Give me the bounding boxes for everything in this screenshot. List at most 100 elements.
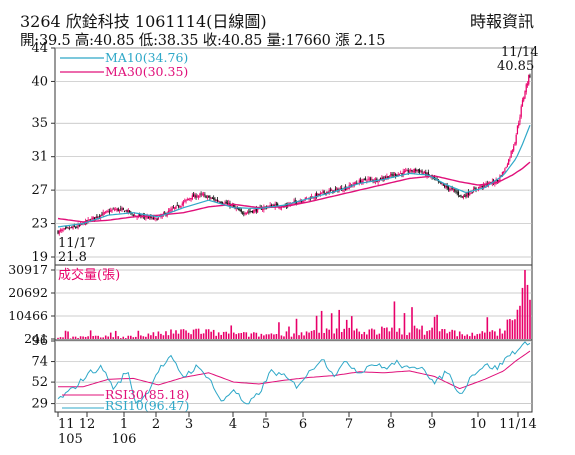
price-tick-label: 40: [31, 74, 48, 89]
candle-body: [74, 227, 77, 229]
candle-body: [397, 174, 399, 177]
candle-body: [457, 191, 460, 195]
volume-bar: [391, 327, 393, 339]
low-date-label: 11/17: [58, 236, 95, 251]
volume-bar: [358, 331, 361, 339]
candle-body: [120, 208, 122, 210]
candle-body: [515, 134, 517, 144]
volume-bar: [145, 336, 147, 339]
candle-body: [91, 218, 93, 222]
candle-body: [446, 184, 448, 188]
ma30-line: [57, 161, 531, 223]
volume-bar: [403, 313, 406, 339]
volume-bar: [62, 337, 64, 339]
candle-body: [221, 202, 224, 204]
candle-body: [59, 230, 62, 232]
volume-bar: [132, 337, 135, 339]
candle-body: [342, 190, 344, 192]
source-label: 時報資訊: [470, 12, 535, 31]
candle-body: [331, 189, 333, 191]
volume-bar: [69, 338, 72, 339]
volume-bar: [94, 335, 97, 339]
candle-body: [210, 198, 212, 200]
candle-body: [300, 201, 303, 202]
volume-bar: [102, 337, 104, 339]
candle-body: [481, 186, 483, 188]
x-month-label: 3: [185, 417, 193, 432]
candle-body: [442, 184, 444, 186]
volume-bar: [381, 326, 383, 339]
candle-body: [254, 209, 256, 211]
volume-bar: [165, 331, 167, 339]
candle-body: [425, 171, 427, 176]
candle-body: [243, 213, 245, 215]
volume-bar: [303, 335, 305, 339]
volume-bar: [521, 287, 524, 339]
candle-body: [465, 194, 467, 197]
volume-bar: [418, 329, 421, 339]
candle-body: [326, 191, 328, 195]
candle-body: [220, 202, 222, 204]
candle-body: [516, 125, 519, 135]
volume-bar: [461, 334, 464, 339]
candle-body: [277, 203, 279, 207]
volume-bar: [177, 333, 180, 339]
candle-body: [68, 227, 70, 229]
x-month-label: 6: [299, 417, 307, 432]
candle-body: [137, 215, 139, 217]
candle-body: [186, 199, 188, 200]
candle-body: [87, 219, 89, 221]
volume-bar: [182, 329, 185, 339]
candle-body: [455, 190, 457, 192]
candle-body: [132, 214, 134, 216]
candle-body: [224, 202, 226, 204]
candle-body: [270, 205, 273, 208]
candle-body: [103, 212, 106, 214]
candle-body: [294, 200, 296, 203]
candle-body: [313, 197, 315, 199]
candle-body: [195, 195, 197, 198]
candle-body: [64, 227, 67, 229]
volume-bar: [150, 335, 152, 339]
candle-body: [386, 176, 388, 178]
volume-bar: [355, 328, 358, 339]
candle-body: [128, 210, 131, 213]
candle-body: [510, 150, 512, 158]
volume-bar: [130, 335, 132, 339]
candle-body: [413, 169, 416, 173]
volume-bar: [270, 333, 273, 339]
candle-body: [272, 205, 274, 207]
volume-bar: [330, 313, 333, 339]
candle-body: [462, 195, 465, 199]
candle-body: [102, 212, 104, 215]
candle-body: [319, 193, 321, 195]
volume-bar: [345, 319, 348, 339]
candle-body: [92, 217, 94, 219]
candle-body: [138, 214, 141, 216]
candle-body: [244, 213, 246, 215]
candle-body: [61, 229, 63, 231]
rsi30-legend-label: RSI30(85.18): [105, 387, 189, 402]
candle-body: [415, 168, 417, 172]
volume-bar: [172, 333, 175, 339]
candle-body: [98, 216, 101, 218]
candle-body: [57, 230, 59, 234]
volume-bar: [57, 337, 59, 339]
volume-bar: [526, 284, 529, 339]
volume-bar: [232, 332, 235, 339]
volume-bar: [207, 329, 210, 339]
candle-body: [208, 196, 210, 197]
candle-body: [317, 193, 319, 197]
candle-body: [403, 171, 406, 173]
price-tick-label: 35: [31, 116, 48, 131]
volume-bar: [411, 307, 413, 339]
candle-body: [241, 212, 244, 214]
volume-bar: [448, 331, 451, 339]
candle-body: [279, 207, 281, 209]
candle-body: [213, 198, 215, 199]
candle-body: [108, 211, 111, 213]
ma10-line: [57, 124, 531, 228]
candle-body: [305, 197, 308, 199]
volume-bar: [386, 327, 388, 339]
candle-body: [456, 192, 458, 194]
